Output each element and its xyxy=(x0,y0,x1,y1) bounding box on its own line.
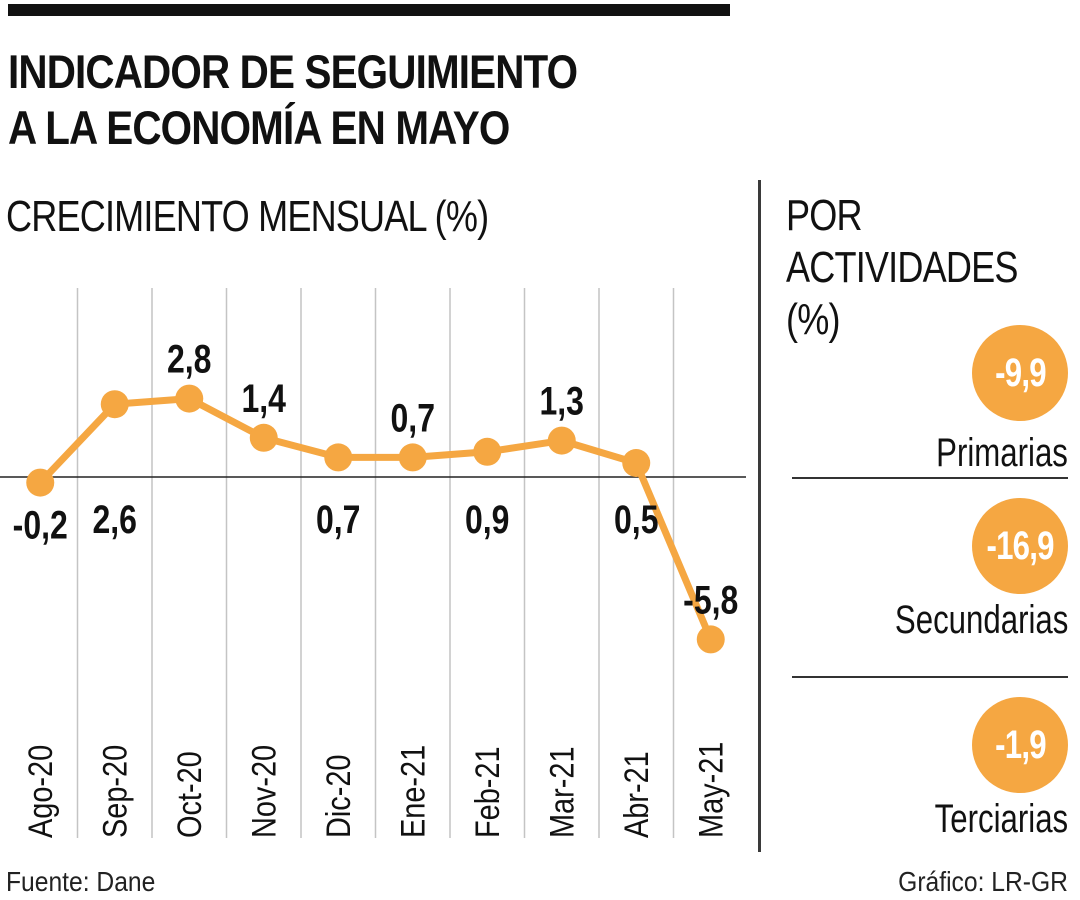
line-chart: -0,2 2,6 2,8 1,4 0,7 0,7 0,9 1,3 0,5 -5,8 Ago-20 S… xyxy=(0,288,746,838)
title-line-1: INDICADOR DE SEGUIMIENTO xyxy=(8,45,578,98)
source-note: Fuente: Dane xyxy=(6,866,156,897)
data-point xyxy=(249,423,278,452)
title-line-2: A LA ECONOMÍA EN MAYO xyxy=(8,101,510,154)
data-point xyxy=(473,437,502,466)
value-bubble: -1,9 xyxy=(972,697,1068,793)
data-label: 0,7 xyxy=(391,395,435,440)
data-label: 0,9 xyxy=(465,497,509,542)
data-label: 0,7 xyxy=(316,497,360,542)
activity-label: Primarias xyxy=(936,431,1068,475)
chart-subtitle: CRECIMIENTO MENSUAL (%) xyxy=(6,192,489,241)
separator xyxy=(792,477,1068,479)
chart-title: INDICADOR DE SEGUIMIENTO A LA ECONOMÍA E… xyxy=(8,44,578,156)
x-tick-label: Oct-20 xyxy=(170,751,209,838)
top-rule xyxy=(8,4,730,16)
data-point xyxy=(622,449,651,477)
data-labels: -0,2 2,6 2,8 1,4 0,7 0,7 0,9 1,3 0,5 -5,8 xyxy=(13,336,739,622)
x-axis-labels: Ago-20 Sep-20 Oct-20 Nov-20 Dic-20 Ene-21 Feb-… xyxy=(21,742,730,838)
data-point xyxy=(547,426,576,455)
data-label: -0,2 xyxy=(13,502,68,547)
data-point xyxy=(324,443,353,472)
data-point xyxy=(26,468,55,497)
data-point xyxy=(398,443,427,472)
data-point xyxy=(175,384,204,413)
data-label: -5,8 xyxy=(683,577,738,622)
value-text: -16,9 xyxy=(986,523,1054,568)
series-line xyxy=(36,395,715,643)
x-tick-label: Feb-21 xyxy=(468,746,507,838)
value-text: -9,9 xyxy=(994,350,1046,395)
data-label: 1,3 xyxy=(540,378,584,423)
x-tick-label: May-21 xyxy=(692,742,731,838)
side-panel-title: POR ACTIVIDADES (%) xyxy=(786,191,1018,344)
x-tick-label: Ago-20 xyxy=(21,745,60,838)
x-tick-label: Nov-20 xyxy=(245,745,284,838)
value-bubble: -9,9 xyxy=(972,325,1068,421)
grid-lines xyxy=(76,288,675,838)
activity-label: Terciarias xyxy=(934,797,1068,841)
x-tick-label: Abr-21 xyxy=(617,751,656,838)
x-tick-label: Sep-20 xyxy=(96,745,135,838)
data-label: 2,6 xyxy=(93,497,137,542)
data-points xyxy=(26,384,725,654)
x-tick-label: Dic-20 xyxy=(319,754,358,838)
activity-label: Secundarias xyxy=(894,598,1068,642)
data-label: 2,8 xyxy=(167,336,211,381)
panel-divider xyxy=(758,180,761,852)
value-text: -1,9 xyxy=(994,722,1046,767)
data-point xyxy=(100,390,129,419)
data-label: 1,4 xyxy=(242,375,286,420)
separator xyxy=(792,676,1068,678)
data-point xyxy=(696,625,725,654)
x-tick-label: Ene-21 xyxy=(394,745,433,838)
data-label: 0,5 xyxy=(614,497,658,542)
x-tick-label: Mar-21 xyxy=(543,746,582,838)
credit-note: Gráfico: LR-GR xyxy=(898,866,1068,897)
value-bubble: -16,9 xyxy=(972,498,1068,594)
